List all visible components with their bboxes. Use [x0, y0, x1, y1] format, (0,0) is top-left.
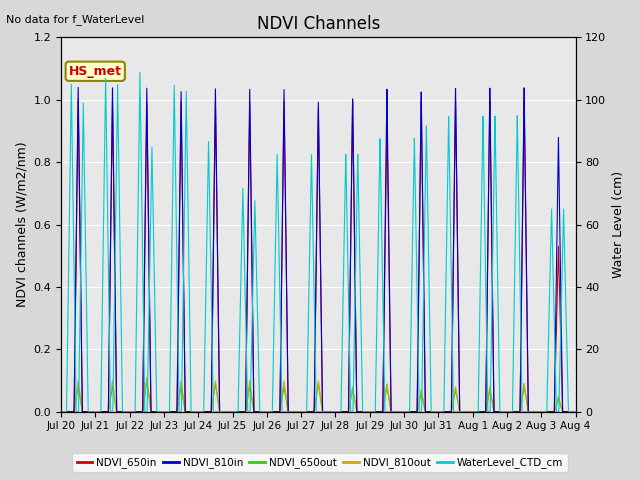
Text: HS_met: HS_met: [68, 65, 122, 78]
Legend: NDVI_650in, NDVI_810in, NDVI_650out, NDVI_810out, WaterLevel_CTD_cm: NDVI_650in, NDVI_810in, NDVI_650out, NDV…: [72, 453, 568, 472]
Y-axis label: Water Level (cm): Water Level (cm): [612, 171, 625, 278]
Y-axis label: NDVI channels (W/m2/nm): NDVI channels (W/m2/nm): [15, 142, 28, 307]
Title: NDVI Channels: NDVI Channels: [257, 15, 380, 33]
Text: No data for f_WaterLevel: No data for f_WaterLevel: [6, 14, 145, 25]
